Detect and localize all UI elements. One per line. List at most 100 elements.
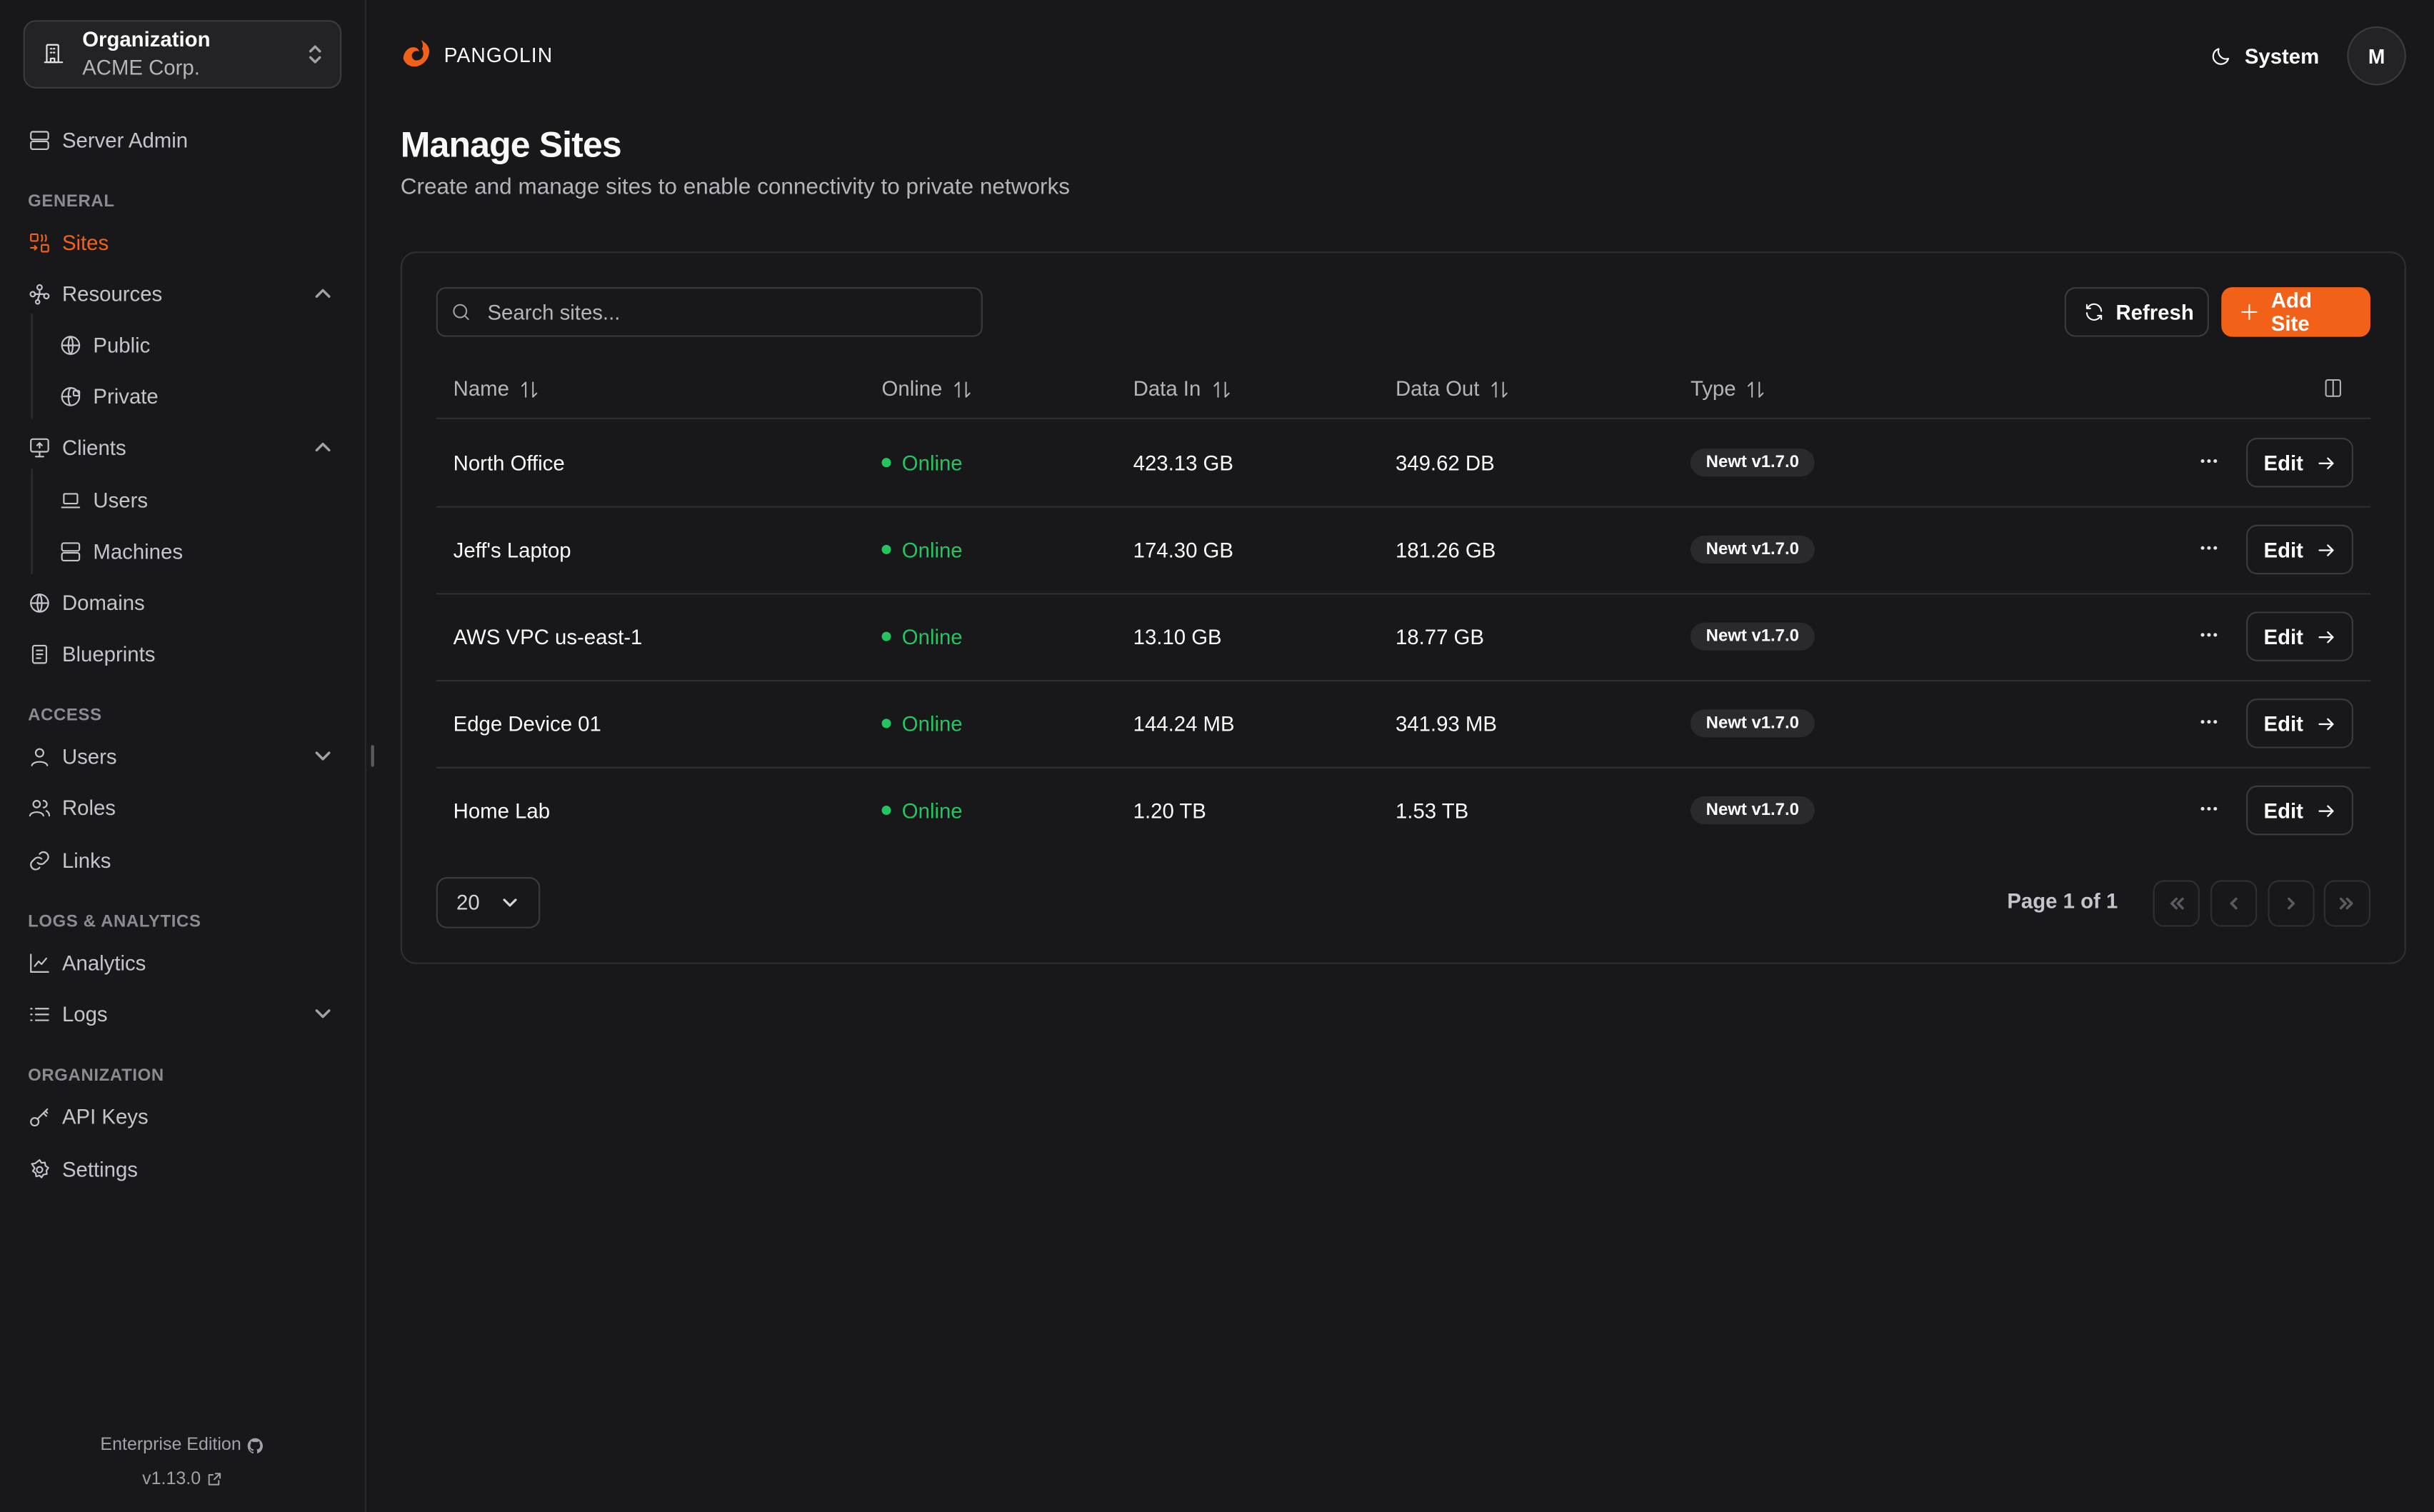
sidebar-item-label: Domains: [61, 591, 145, 614]
search-box[interactable]: [436, 287, 983, 337]
column-header-name[interactable]: Name: [454, 377, 541, 401]
chevron-up-icon[interactable]: [314, 284, 332, 303]
sidebar-item-users[interactable]: Users: [59, 481, 339, 519]
sidebar-item-label: Clients: [61, 435, 126, 459]
column-header-online[interactable]: Online: [882, 377, 973, 401]
status-badge: Online: [881, 506, 963, 594]
column-label: Type: [1690, 377, 1736, 401]
sidebar-item-label: Blueprints: [61, 641, 156, 666]
chevron-up-icon[interactable]: [314, 438, 332, 456]
more-actions-icon[interactable]: [2198, 537, 2220, 559]
column-label: Data Out: [1395, 377, 1480, 401]
sidebar-item-settings[interactable]: Settings: [28, 1151, 339, 1188]
prev-page-button[interactable]: [2210, 880, 2258, 927]
theme-toggle[interactable]: System: [2209, 44, 2319, 68]
edit-label: Edit: [2263, 798, 2303, 822]
sidebar-item-machines[interactable]: Machines: [59, 533, 339, 570]
site-name: North Office: [453, 451, 565, 475]
add-site-button[interactable]: Add Site: [2221, 287, 2370, 337]
status-dot: [881, 806, 891, 816]
sites-card: Refresh Add Site Name Online Data In Dat…: [400, 251, 2406, 964]
data-in: 423.13 GB: [1133, 451, 1233, 475]
page-info: Page 1 of 1: [2007, 889, 2118, 913]
users-icon: [28, 796, 51, 819]
sidebar-item-private[interactable]: Private: [59, 377, 339, 414]
type-cell: Newt v1.7.0: [1690, 593, 1815, 680]
tree-line: [31, 314, 33, 419]
org-switcher[interactable]: Organization ACME Corp.: [23, 20, 342, 89]
sidebar-item-label: Settings: [61, 1157, 138, 1181]
refresh-button[interactable]: Refresh: [2064, 287, 2209, 337]
sidebar-item-links[interactable]: Links: [28, 841, 339, 878]
columns-toggle[interactable]: [2323, 377, 2344, 399]
more-actions-icon[interactable]: [2198, 624, 2220, 646]
list-icon: [28, 1002, 51, 1026]
row-divider: [436, 679, 2370, 682]
version-link[interactable]: v1.13.0: [0, 1470, 365, 1488]
more-actions-icon[interactable]: [2198, 450, 2220, 471]
sidebar-item-analytics[interactable]: Analytics: [28, 943, 339, 981]
table-row: Edge Device 01 Online 144.24 MB 341.93 M…: [436, 680, 2370, 767]
edition-link[interactable]: Enterprise Edition: [0, 1436, 365, 1455]
sidebar-item-access-users[interactable]: Users: [28, 737, 339, 774]
github-icon: [247, 1437, 264, 1454]
column-header-data-out[interactable]: Data Out: [1396, 377, 1511, 401]
avatar[interactable]: M: [2347, 26, 2406, 86]
edit-button[interactable]: Edit: [2246, 785, 2354, 836]
header-divider: [436, 417, 2370, 419]
table-row: North Office Online 423.13 GB 349.62 DB …: [436, 419, 2370, 506]
brand-logo[interactable]: PANGOLIN: [401, 37, 553, 71]
sidebar-item-domains[interactable]: Domains: [28, 584, 339, 621]
theme-label: System: [2244, 44, 2320, 68]
type-cell: Newt v1.7.0: [1690, 767, 1815, 854]
search-icon: [450, 301, 471, 323]
refresh-label: Refresh: [2115, 300, 2194, 324]
sidebar-item-roles[interactable]: Roles: [28, 788, 339, 826]
sidebar-item-sites[interactable]: Sites: [28, 224, 339, 261]
section-general: GENERAL: [28, 192, 115, 211]
sidebar-item-label: Public: [93, 333, 151, 356]
chevrons-right-icon: [2338, 894, 2356, 913]
section-logs: LOGS & ANALYTICS: [28, 913, 201, 932]
page-size-select[interactable]: 20: [436, 877, 541, 928]
sidebar-item-label: Roles: [61, 795, 116, 819]
sidebar-item-logs[interactable]: Logs: [28, 995, 339, 1032]
sidebar-item-api-keys[interactable]: API Keys: [28, 1098, 339, 1135]
more-actions-icon[interactable]: [2198, 711, 2220, 732]
edit-button[interactable]: Edit: [2246, 524, 2354, 575]
status-badge: Online: [881, 680, 963, 767]
plus-icon: [2238, 301, 2260, 323]
edit-button[interactable]: Edit: [2246, 699, 2354, 749]
laptop-icon: [59, 489, 83, 512]
search-input[interactable]: [484, 299, 956, 326]
sidebar-item-server-admin[interactable]: Server Admin: [28, 121, 339, 159]
next-page-button[interactable]: [2268, 880, 2315, 927]
type-badge: Newt v1.7.0: [1690, 622, 1815, 651]
section-access: ACCESS: [28, 706, 102, 726]
status-label: Online: [901, 798, 963, 822]
chevron-down-icon[interactable]: [314, 746, 332, 765]
column-label: Name: [453, 377, 509, 401]
chevron-right-icon: [2282, 894, 2300, 913]
chevrons-left-icon: [2167, 894, 2185, 913]
sidebar-item-public[interactable]: Public: [59, 326, 339, 363]
sidebar-resize-handle[interactable]: [371, 745, 374, 767]
column-header-type[interactable]: Type: [1691, 377, 1767, 401]
chevron-down-icon[interactable]: [314, 1004, 332, 1023]
edit-button[interactable]: Edit: [2246, 611, 2354, 661]
column-header-data-in[interactable]: Data In: [1133, 377, 1232, 401]
sidebar-item-blueprints[interactable]: Blueprints: [28, 635, 339, 672]
first-page-button[interactable]: [2153, 880, 2200, 927]
row-divider: [436, 766, 2370, 768]
edit-button[interactable]: Edit: [2246, 437, 2354, 488]
sidebar-item-resources[interactable]: Resources: [28, 275, 339, 312]
status-dot: [881, 458, 891, 468]
more-actions-icon[interactable]: [2198, 798, 2220, 819]
sidebar-item-clients[interactable]: Clients: [28, 429, 339, 466]
last-page-button[interactable]: [2323, 880, 2370, 927]
status-badge: Online: [881, 593, 963, 680]
type-badge: Newt v1.7.0: [1690, 796, 1815, 825]
chevrons-up-down-icon: [306, 42, 324, 67]
page-title: Manage Sites: [400, 124, 622, 165]
data-out: 341.93 MB: [1395, 711, 1497, 736]
